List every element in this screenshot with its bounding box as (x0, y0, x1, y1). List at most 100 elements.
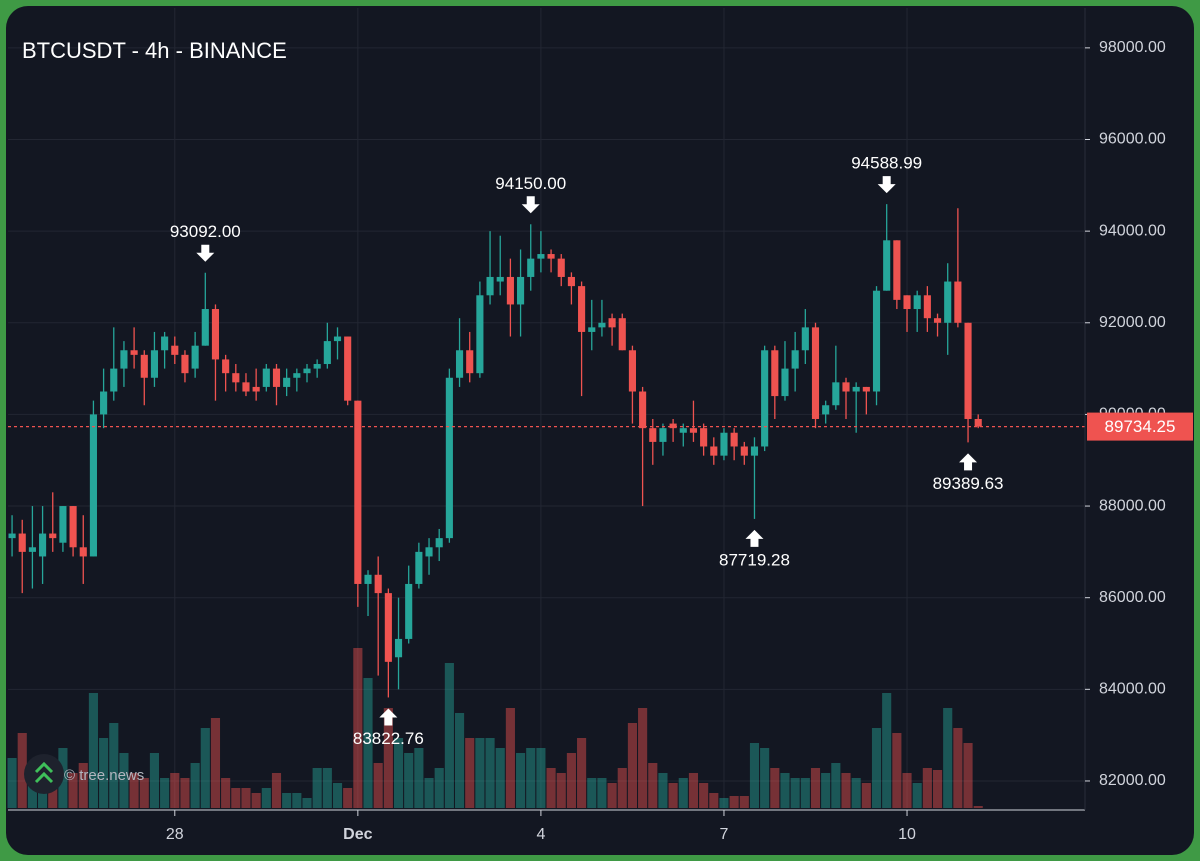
candle-body (171, 345, 179, 355)
y-tick-label: 94000.00 (1099, 222, 1166, 239)
chart-title: BTCUSDT - 4h - BINANCE (22, 38, 287, 63)
volume-bar (383, 708, 393, 808)
volume-bar (587, 778, 597, 808)
volume-bar (404, 753, 414, 808)
volume-bar (810, 768, 821, 808)
volume-bar (495, 748, 505, 808)
candle-body (211, 309, 220, 360)
volume-bar (516, 753, 526, 808)
volume-bar (312, 768, 322, 808)
candle-body (120, 350, 128, 369)
volume-bar (78, 763, 88, 808)
candle-body (100, 391, 108, 415)
arrow (959, 453, 978, 471)
volume-bar (302, 798, 312, 808)
candle-body (384, 593, 392, 662)
candle-body (435, 538, 443, 548)
candle-body (8, 533, 16, 539)
volume-bar (444, 663, 454, 808)
candle-body (293, 373, 301, 378)
volume-bar (505, 708, 515, 808)
volume-bar (973, 806, 983, 808)
candle-body (679, 428, 687, 433)
volume-bar (729, 796, 739, 808)
candle-body (730, 432, 738, 447)
volume-bar (607, 783, 617, 808)
candle-body (669, 423, 677, 429)
candle-body (811, 327, 820, 419)
volume-bar (332, 783, 343, 808)
volume-bar (190, 763, 200, 808)
candle-body (130, 350, 138, 355)
candle-body (49, 533, 57, 539)
volume-bar (688, 773, 699, 808)
candle-body (923, 295, 931, 319)
x-tick-label: 7 (720, 826, 729, 843)
candle-body (567, 276, 575, 287)
volume-bar (139, 778, 149, 808)
volume-bar (536, 748, 546, 808)
volume-bar (739, 796, 749, 808)
x-tick-label: Dec (343, 826, 372, 843)
candle-body (771, 350, 779, 397)
volume-bar (261, 788, 271, 808)
candle-body (181, 354, 189, 374)
volume-bar (119, 753, 129, 808)
candle-body (333, 336, 342, 342)
volume-bar (210, 718, 221, 808)
volume-bar (658, 773, 668, 808)
candle-body (344, 336, 352, 401)
volume-bar (760, 748, 770, 808)
volume-bar (556, 773, 566, 808)
volume-bar (627, 723, 637, 808)
candle-body (313, 364, 321, 369)
candles (8, 204, 982, 698)
y-tick-label: 98000.00 (1099, 39, 1166, 56)
grid (8, 8, 1085, 808)
volume-bar (892, 733, 902, 808)
candle-body (933, 318, 942, 323)
candle-body (710, 446, 718, 456)
volume-bar (68, 773, 78, 808)
candle-body (872, 290, 881, 392)
candle-body (150, 350, 159, 378)
volume-bar (251, 793, 261, 808)
candle-body (486, 276, 494, 296)
volume-bar (800, 778, 810, 808)
candle-body (476, 295, 484, 374)
volume-bar (749, 743, 760, 808)
volume-bar (790, 778, 800, 808)
volume-bar (770, 768, 780, 808)
candle-body (303, 368, 311, 374)
candle-body (761, 350, 769, 447)
y-tick-label: 82000.00 (1099, 772, 1166, 789)
annotation-label: 89389.63 (933, 474, 1004, 493)
candle-body (537, 254, 545, 259)
arrow (745, 529, 764, 547)
volume-bar (17, 733, 27, 808)
volume-bar (851, 778, 861, 808)
candle-body (222, 359, 230, 374)
candle-body (445, 377, 453, 539)
arrow (196, 244, 215, 262)
overlay: 93092.00 94150.00 94588.99 83822.76 87719.28… (8, 154, 1085, 748)
candle-body (415, 551, 423, 584)
watermark: © tree.news (64, 767, 144, 784)
candle-body (110, 368, 118, 392)
volume-bar (780, 773, 790, 808)
y-tick-label: 88000.00 (1099, 497, 1166, 514)
volume-bar (129, 773, 139, 808)
volume-bar (465, 738, 475, 808)
candle-body (781, 368, 789, 397)
candle-body (588, 327, 596, 332)
candle-body (283, 377, 291, 387)
volume-bar (271, 773, 282, 808)
volume-bar (861, 783, 871, 808)
candle-body (28, 547, 36, 552)
candle-body (140, 354, 148, 378)
volume-bar (871, 728, 882, 808)
volume-bar (678, 778, 688, 808)
candle-body (405, 583, 413, 639)
volume-bar (343, 788, 353, 808)
volume-bar (912, 783, 922, 808)
